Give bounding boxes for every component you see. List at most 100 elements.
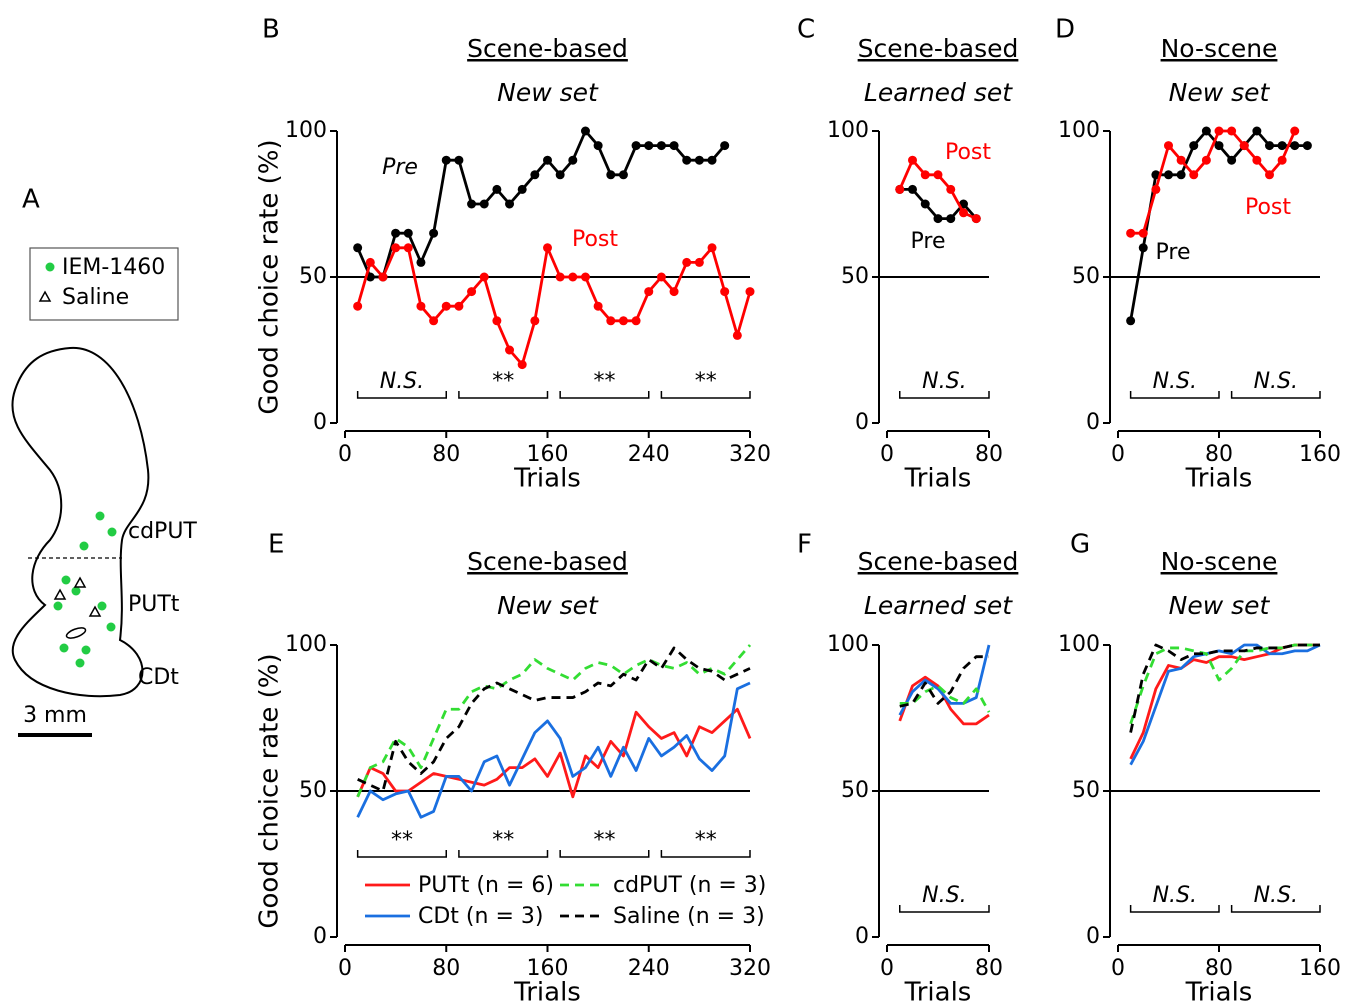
- data-point: [1265, 141, 1274, 151]
- data-point: [492, 184, 502, 194]
- significance-label: **: [593, 828, 615, 853]
- data-point: [606, 170, 616, 180]
- y-axis-label: Good choice rate (%): [255, 139, 285, 414]
- y-tick-label: 50: [841, 778, 869, 803]
- data-point: [1265, 170, 1274, 180]
- data-point: [580, 272, 590, 282]
- series-line: [1129, 643, 1320, 760]
- significance-bracket: [660, 850, 751, 858]
- chart-subtitle: New set: [497, 78, 599, 107]
- panel-letter: G: [1070, 530, 1090, 560]
- chart-title: No-scene: [1161, 547, 1278, 576]
- series-label: Post: [1245, 195, 1291, 220]
- data-point: [959, 208, 968, 218]
- x-tick-label: 0: [880, 956, 894, 981]
- y-tick-label: 0: [855, 410, 869, 435]
- data-point: [1239, 141, 1249, 151]
- data-point: [441, 301, 451, 311]
- data-point: [1164, 170, 1173, 180]
- data-point: [1189, 141, 1199, 151]
- brain-outline: [11, 346, 150, 698]
- significance-label: N.S.: [922, 369, 966, 394]
- data-point: [1214, 126, 1224, 136]
- panel-a: A IEM-1460 Saline cdPUT PUTt CDt 3 mm: [11, 185, 197, 737]
- significance-label: N.S.: [1153, 369, 1197, 394]
- ventricle: [65, 627, 87, 639]
- chart-title: No-scene: [1161, 34, 1278, 63]
- series-label: Pre: [1156, 240, 1191, 265]
- x-axis-label: Trials: [513, 978, 581, 1003]
- y-tick-label: 100: [1058, 118, 1100, 143]
- chart-title: Scene-based: [858, 547, 1019, 576]
- significance-label: **: [391, 828, 413, 853]
- data-point: [1302, 141, 1312, 151]
- significance-bracket: [899, 391, 990, 399]
- y-tick-label: 50: [1072, 778, 1100, 803]
- data-point: [644, 287, 654, 297]
- x-tick-label: 240: [628, 442, 670, 467]
- significance-label: N.S.: [1254, 369, 1298, 394]
- chart-title: Scene-based: [467, 547, 628, 576]
- x-tick-label: 0: [1111, 442, 1125, 467]
- data-point: [454, 301, 464, 311]
- data-point: [618, 316, 628, 326]
- panel-letter: B: [262, 15, 280, 45]
- significance-bracket: [660, 391, 751, 399]
- y-tick-label: 100: [1058, 632, 1100, 657]
- significance-bracket: [899, 905, 990, 913]
- significance-bracket: [559, 850, 650, 858]
- y-tick-label: 0: [313, 924, 327, 949]
- y-tick-label: 0: [855, 924, 869, 949]
- x-axis-label: Trials: [513, 464, 581, 494]
- y-tick-label: 50: [299, 264, 327, 289]
- data-point: [694, 257, 704, 267]
- data-point: [1138, 243, 1148, 253]
- significance-bracket: [356, 391, 447, 399]
- significance-label: N.S.: [380, 369, 424, 394]
- y-tick-label: 100: [827, 632, 869, 657]
- data-point: [1277, 155, 1287, 165]
- data-point: [933, 214, 943, 224]
- data-point: [353, 243, 363, 253]
- data-point: [1227, 126, 1237, 136]
- data-point: [505, 199, 515, 209]
- legend-label: cdPUT (n = 3): [613, 873, 766, 898]
- data-point: [656, 272, 666, 282]
- data-point: [895, 184, 905, 194]
- data-point: [467, 199, 477, 209]
- significance-bracket: [559, 391, 650, 399]
- data-point: [1290, 141, 1300, 151]
- data-point: [568, 155, 578, 165]
- data-point: [707, 155, 717, 165]
- x-tick-label: 80: [975, 442, 1003, 467]
- series-line: [356, 707, 752, 799]
- legend-label: Saline: [62, 285, 129, 310]
- significance-bracket: [1230, 391, 1321, 399]
- series-label: Post: [945, 140, 991, 165]
- data-point: [580, 126, 590, 136]
- data-point: [631, 316, 641, 326]
- y-tick-label: 100: [285, 118, 327, 143]
- legend-box: [29, 247, 179, 321]
- x-tick-label: 80: [975, 956, 1003, 981]
- data-point: [631, 141, 641, 151]
- data-point: [555, 272, 565, 282]
- data-point: [732, 330, 742, 340]
- y-tick-label: 100: [285, 632, 327, 657]
- data-point: [416, 257, 426, 267]
- y-tick-label: 0: [1086, 924, 1100, 949]
- x-tick-label: 80: [432, 442, 460, 467]
- series-line: [356, 129, 726, 279]
- data-point: [543, 243, 552, 253]
- data-point: [543, 155, 552, 165]
- x-tick-label: 320: [729, 956, 771, 981]
- data-point: [1151, 184, 1161, 194]
- data-point: [517, 360, 527, 370]
- x-axis-label: Trials: [1185, 978, 1253, 1003]
- data-point: [1201, 126, 1211, 136]
- data-point: [720, 141, 730, 151]
- panel-letter: A: [22, 185, 40, 215]
- series-label: Pre: [382, 155, 418, 180]
- data-point: [1126, 316, 1136, 326]
